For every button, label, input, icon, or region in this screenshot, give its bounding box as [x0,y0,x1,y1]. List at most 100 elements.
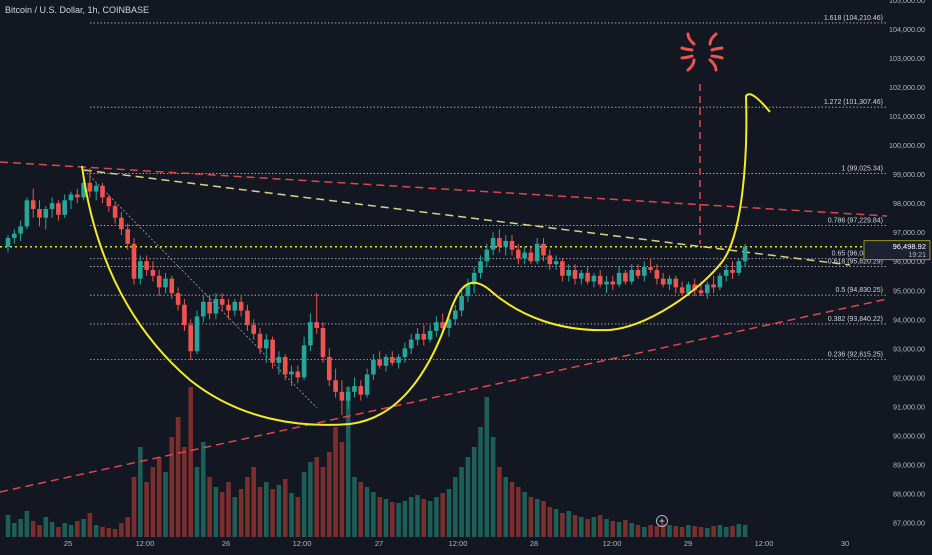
price-tick-label: 95,000.00 [893,286,925,295]
volume-bar [528,497,534,537]
candle-body [339,391,345,401]
candle-body [358,386,364,395]
candle-body [188,325,193,352]
volume-bar [534,499,540,537]
candle-body [232,301,238,311]
fibonacci-layer: 0.236 (92,615.25) 0.382 (93,840.22) 0.5 (9… [90,15,887,360]
volume-bar [144,482,149,537]
candle-body [213,298,219,314]
price-axis[interactable]: 87,000.00 88,000.00 89,000.00 90,000.00 91,0… [889,0,925,527]
volume-bar [5,515,11,537]
volume-bar [345,387,351,537]
candle-body [667,278,672,285]
volume-bar [522,492,527,537]
candle-body [352,386,357,392]
volume-bar [301,472,307,537]
volume-bar [358,482,364,537]
volume-bar [106,528,112,537]
candle-body [238,301,244,311]
volume-bar [333,427,338,537]
volume-bar [213,487,219,537]
volume-bar [37,525,42,537]
volume-bar [169,437,175,537]
candle-body [295,371,301,378]
volume-bar [623,520,628,537]
volume-bar [610,521,616,537]
candle-body [333,380,338,392]
fib-level-label: 1 (99,025.34) [841,165,883,172]
candle-body [106,197,112,207]
trendline-layer [0,84,888,493]
candle-body [705,284,710,294]
candle-body [37,208,42,218]
time-tick-label: 29 [684,539,692,548]
candle-body [579,272,584,279]
volume-bar [459,467,464,537]
candle-body [503,240,508,247]
candle-body [516,249,521,259]
time-axis[interactable]: 25 12:00 26 12:00 27 12:00 28 12:00 29 12:00 30 [64,515,849,549]
volume-bar [30,521,36,537]
fib-level-label: 0.786 (97,229.84) [828,218,883,225]
candle-body [245,310,250,326]
fib-level-label: 0.65 (96,088.78) [832,251,883,258]
candle-body [24,200,30,227]
candle-body [623,272,628,282]
burst-stroke [708,58,718,72]
candle-body [541,243,546,256]
candle-body [289,371,294,375]
candle-body [528,252,534,262]
burst-stroke [710,46,724,52]
volume-bar [68,525,74,537]
price-tick-label: 99,000.00 [893,170,925,179]
candle-body [478,261,483,273]
price-tick-label: 94,000.00 [893,315,925,324]
candle-body [497,238,502,247]
volume-bar [629,523,634,537]
candle-body [522,252,527,259]
candle-body [219,298,225,305]
bar-countdown: 19:21 [908,252,926,259]
price-tick-label: 102,000.00 [889,83,925,92]
candle-body [270,339,275,363]
candle-body [163,278,168,288]
candle-body [471,272,477,285]
candle-body [686,284,691,294]
volume-bar [289,493,294,537]
volume-bar [711,526,716,537]
volume-bar [705,528,710,537]
scroll-to-latest-icon [656,515,668,527]
candle-body [144,261,149,270]
volume-bar [635,525,641,537]
price-tick-label: 104,000.00 [889,25,925,34]
symbol-title[interactable]: Bitcoin / U.S. Dollar, 1h, COINBASE [5,5,150,15]
volume-bar [478,427,483,537]
candle-body [654,269,660,279]
candle-body [56,203,61,215]
candle-body [390,357,395,363]
volume-bar [163,472,168,537]
candle-body [43,208,49,218]
time-tick-label: 30 [841,539,849,548]
volume-bar [150,467,156,537]
volume-bar [257,487,263,537]
volume-bar [572,515,578,537]
upper-trendline [0,161,888,217]
candle-body [5,238,11,247]
cup-handle-drawing [81,93,771,426]
fib-level-label: 0.618 (95,820.29) [828,258,883,265]
volume-bar [295,497,301,537]
candle-body [692,284,697,291]
time-tick-label: 27 [375,539,383,548]
candle-body [282,357,288,375]
burst-stroke [686,32,696,46]
volume-bar [371,492,376,537]
volume-bar [49,522,55,537]
volume-bar [219,492,225,537]
candle-body [465,284,471,297]
candle-body [68,194,74,201]
candle-body [553,261,559,265]
price-tick-label: 103,000.00 [889,54,925,63]
